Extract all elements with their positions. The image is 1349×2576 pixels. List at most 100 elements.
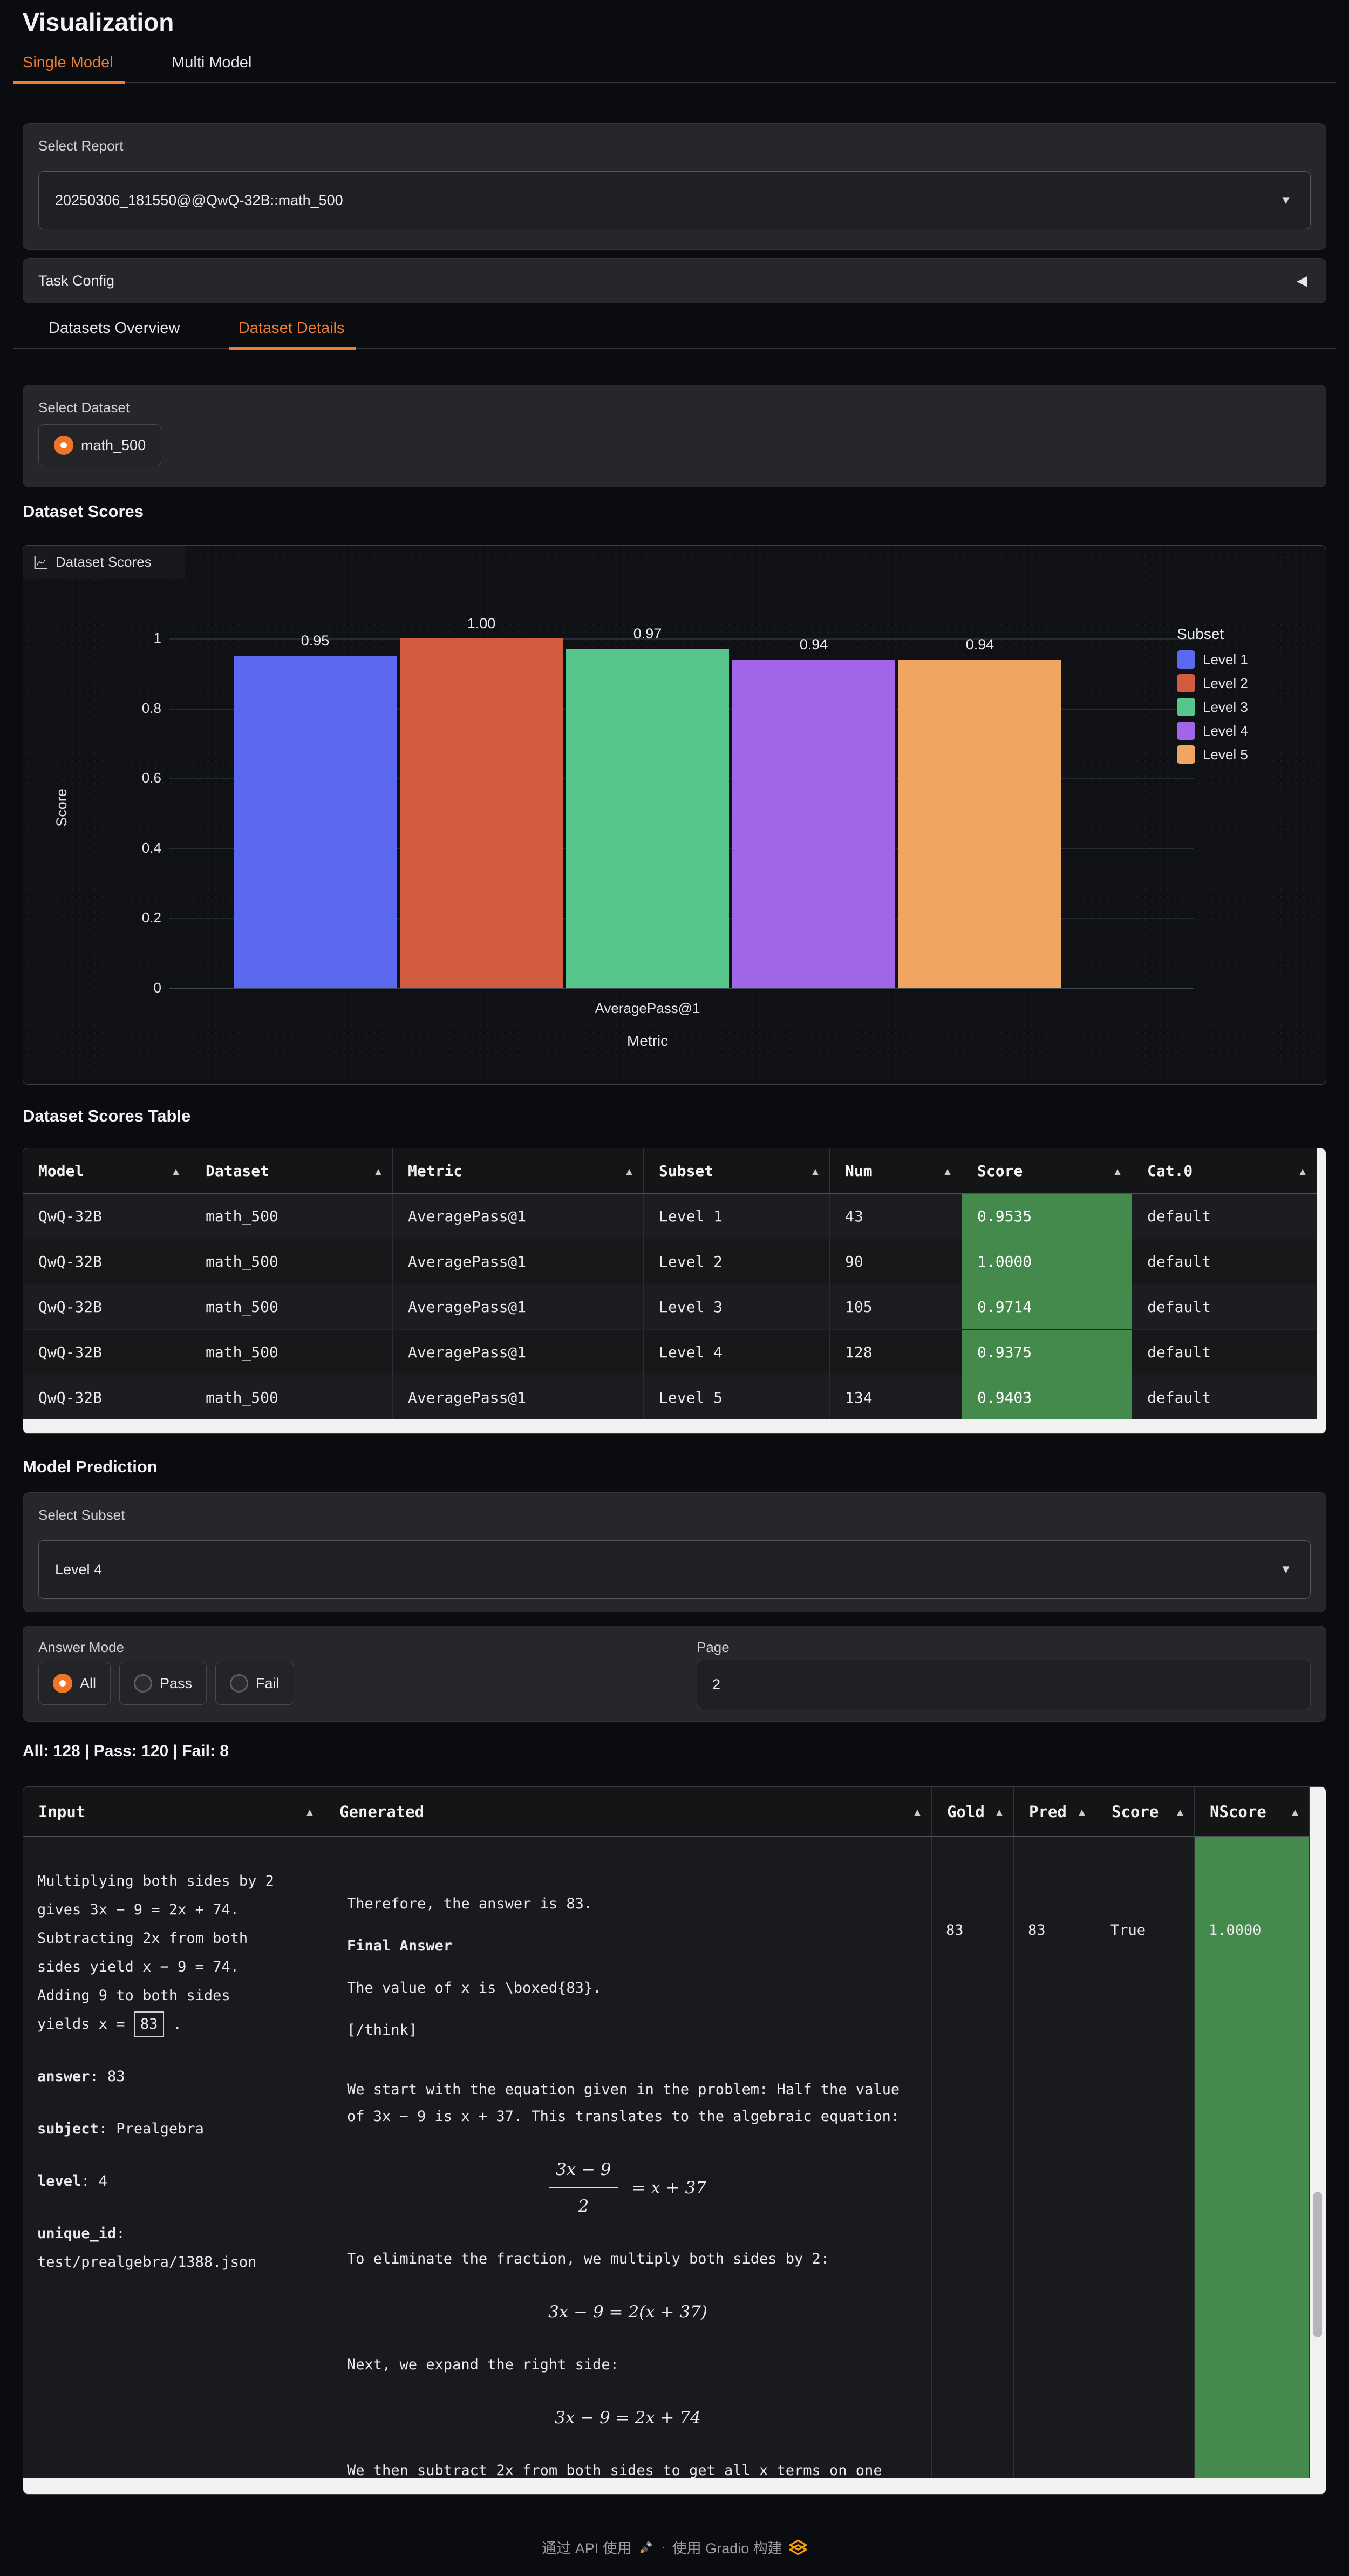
legend-item-level-3[interactable]: Level 3 <box>1177 698 1306 716</box>
tab-multi-model[interactable]: Multi Model <box>172 54 252 71</box>
bar-rect <box>566 649 729 988</box>
chevron-down-icon[interactable]: ▼ <box>1280 193 1292 207</box>
table-row: QwQ-32B math_500 AveragePass@1 Level 2 9… <box>23 1239 1317 1284</box>
bar-rect <box>400 638 563 988</box>
col-header-score[interactable]: Score ▲ <box>962 1148 1132 1194</box>
col-header-subset[interactable]: Subset ▲ <box>644 1148 830 1194</box>
legend-swatch <box>1177 650 1195 669</box>
cell-score: 0.9714 <box>962 1284 1132 1330</box>
legend-item-level-5[interactable]: Level 5 <box>1177 745 1306 764</box>
col-header-num[interactable]: Num ▲ <box>830 1148 962 1194</box>
sort-asc-icon[interactable]: ▲ <box>1114 1164 1121 1178</box>
report-dropdown[interactable]: 20250306_181550@@QwQ-32B::math_500 ▼ <box>38 171 1311 229</box>
cell-score: True <box>1096 1837 1195 2478</box>
sort-asc-icon[interactable]: ▲ <box>996 1805 1003 1818</box>
tab-dataset-details[interactable]: Dataset Details <box>228 320 357 350</box>
sort-asc-icon[interactable]: ▲ <box>306 1805 313 1818</box>
bar-rect <box>732 660 895 988</box>
equation: 3x − 9 = 2x + 74 <box>555 2408 701 2428</box>
vertical-scrollbar-thumb[interactable] <box>1313 2192 1322 2337</box>
cell-cat0: default <box>1132 1375 1317 1420</box>
radio-selected-icon <box>53 1674 72 1693</box>
dataset-tabbar: Datasets Overview Dataset Details <box>13 320 1336 350</box>
bar-value-label: 0.94 <box>799 636 828 653</box>
sort-asc-icon[interactable]: ▲ <box>812 1164 819 1178</box>
tab-datasets-overview[interactable]: Datasets Overview <box>49 320 180 337</box>
legend-item-level-4[interactable]: Level 4 <box>1177 722 1306 740</box>
sort-asc-icon[interactable]: ▲ <box>1291 1805 1298 1818</box>
col-header-gold[interactable]: Gold ▲ <box>932 1787 1014 1837</box>
sort-asc-icon[interactable]: ▲ <box>944 1164 951 1178</box>
ytick-06: 0.6 <box>141 770 161 786</box>
page-label: Page <box>697 1639 730 1655</box>
chart-panel-tab[interactable]: Dataset Scores <box>23 546 185 579</box>
prediction-table: Input ▲ Generated ▲ Gold ▲ Pred ▲ Score ▲ NSc… <box>23 1786 1326 2495</box>
chevron-down-icon[interactable]: ▼ <box>1280 1562 1292 1576</box>
ytick-04: 0.4 <box>141 840 161 856</box>
cell-nscore: 1.0000 <box>1195 1837 1310 2478</box>
line-chart-icon <box>34 556 47 569</box>
cell-cat0: default <box>1132 1330 1317 1375</box>
col-header-score[interactable]: Score ▲ <box>1096 1787 1195 1837</box>
cell-model: QwQ-32B <box>23 1375 190 1420</box>
col-header-pred[interactable]: Pred ▲ <box>1014 1787 1096 1837</box>
cell-subset: Level 3 <box>644 1284 830 1330</box>
select-subset-label: Select Subset <box>38 1507 125 1523</box>
xtick-averagepass1: AveragePass@1 <box>595 1000 700 1016</box>
col-header-input[interactable]: Input ▲ <box>23 1787 324 1837</box>
cell-metric: AveragePass@1 <box>393 1239 644 1284</box>
accordion-collapse-icon[interactable]: ◀ <box>1297 272 1307 289</box>
col-header-model[interactable]: Model ▲ <box>23 1148 190 1194</box>
sort-asc-icon[interactable]: ▲ <box>172 1164 179 1178</box>
vertical-scrollbar-track[interactable] <box>1310 1787 1326 2478</box>
sort-asc-icon[interactable]: ▲ <box>374 1164 381 1178</box>
select-dataset-label: Select Dataset <box>38 399 130 416</box>
legend-item-level-1[interactable]: Level 1 <box>1177 650 1306 669</box>
scores-table-heading: Dataset Scores Table <box>23 1106 191 1125</box>
cell-subset: Level 4 <box>644 1330 830 1375</box>
dataset-radio-math-500[interactable]: math_500 <box>38 424 162 466</box>
subset-dropdown-value: Level 4 <box>55 1561 103 1578</box>
sort-asc-icon[interactable]: ▲ <box>625 1164 632 1178</box>
radio-all[interactable]: All <box>38 1662 111 1705</box>
subset-dropdown[interactable]: Level 4 ▼ <box>38 1540 1311 1599</box>
page-input[interactable]: 2 <box>697 1660 1311 1709</box>
vertical-scrollbar[interactable] <box>1317 1148 1326 1419</box>
task-config-accordion[interactable]: Task Config ◀ <box>23 258 1326 303</box>
bar-level-2: 1.00 <box>400 615 563 988</box>
dataset-scores-heading: Dataset Scores <box>23 502 144 521</box>
bar-value-label: 1.00 <box>467 615 496 631</box>
legend-item-level-2[interactable]: Level 2 <box>1177 674 1306 692</box>
col-header-metric[interactable]: Metric ▲ <box>393 1148 644 1194</box>
cell-dataset: math_500 <box>190 1239 393 1284</box>
sort-asc-icon[interactable]: ▲ <box>1078 1805 1085 1818</box>
sort-asc-icon[interactable]: ▲ <box>914 1805 921 1818</box>
answer-mode-page-panel: Answer Mode All Pass Fail Page 2 <box>23 1626 1326 1722</box>
bar-level-5: 0.94 <box>898 636 1061 988</box>
table-row: QwQ-32B math_500 AveragePass@1 Level 3 1… <box>23 1284 1317 1330</box>
ytick-08: 0.8 <box>141 700 161 716</box>
final-answer-label: Final Answer <box>347 1938 453 1954</box>
col-header-nscore[interactable]: NScore ▲ <box>1195 1787 1310 1837</box>
table-row: QwQ-32B math_500 AveragePass@1 Level 1 4… <box>23 1194 1317 1239</box>
built-with-gradio-link[interactable]: 使用 Gradio 构建 <box>672 2540 782 2557</box>
horizontal-scrollbar[interactable] <box>23 2478 1326 2494</box>
ytick-02: 0.2 <box>141 909 161 926</box>
tab-single-model[interactable]: Single Model <box>13 54 125 84</box>
horizontal-scrollbar[interactable] <box>23 1419 1326 1433</box>
col-header-dataset[interactable]: Dataset ▲ <box>190 1148 393 1194</box>
bar-rect <box>234 656 397 988</box>
cell-num: 43 <box>830 1194 962 1239</box>
cell-input: Multiplying both sides by 2 gives 3x − 9… <box>23 1837 324 2478</box>
sort-asc-icon[interactable]: ▲ <box>1176 1805 1183 1818</box>
col-header-generated[interactable]: Generated ▲ <box>324 1787 932 1837</box>
radio-pass[interactable]: Pass <box>119 1662 207 1705</box>
cell-num: 134 <box>830 1375 962 1420</box>
sort-asc-icon[interactable]: ▲ <box>1299 1164 1306 1178</box>
col-header-cat0[interactable]: Cat.0 ▲ <box>1132 1148 1317 1194</box>
cell-metric: AveragePass@1 <box>393 1284 644 1330</box>
dataset-radio-label: math_500 <box>81 437 146 453</box>
use-via-api-link[interactable]: 通过 API 使用 <box>542 2540 632 2557</box>
radio-fail[interactable]: Fail <box>215 1662 294 1705</box>
cell-num: 105 <box>830 1284 962 1330</box>
